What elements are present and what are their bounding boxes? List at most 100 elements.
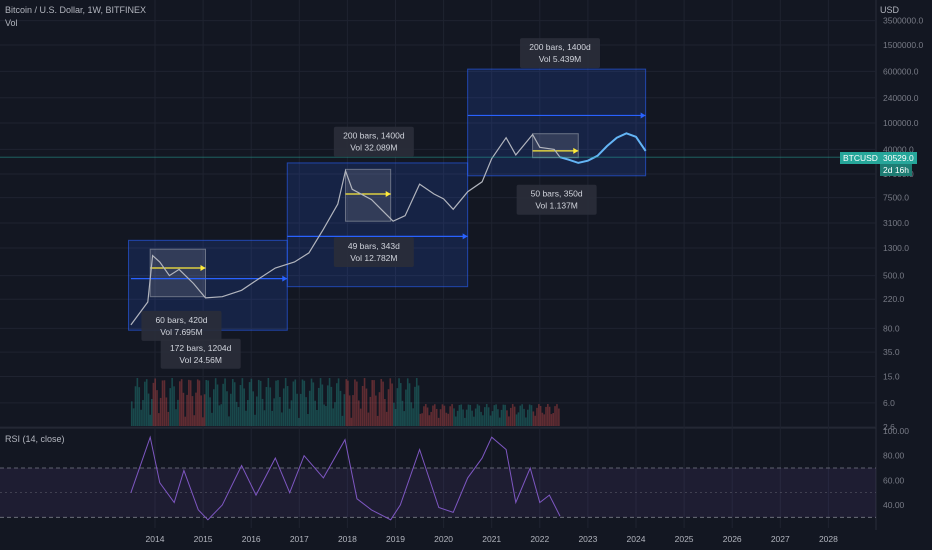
volume-bar [428, 415, 431, 426]
volume-bar [267, 378, 270, 426]
volume-bar [537, 404, 540, 426]
rsi-tick-label: 80.00 [883, 451, 905, 461]
volume-bar [273, 398, 275, 426]
volume-bar [226, 391, 228, 426]
volume-bar [484, 407, 486, 426]
volume-bar [467, 404, 470, 426]
volume-bar [382, 381, 384, 426]
volume-bar [462, 409, 464, 426]
rsi-tick-label: 100.00 [883, 426, 909, 436]
measure-annotation: 60 bars, 420d Vol 7.695M [141, 310, 222, 341]
volume-bar [554, 406, 556, 426]
volume-bar [165, 397, 168, 426]
volume-bar [202, 417, 204, 426]
rsi-tick-label: 40.00 [883, 500, 905, 510]
volume-bar [144, 381, 146, 426]
volume-bar [387, 389, 390, 426]
volume-bar [365, 388, 368, 426]
measure-annotation: 50 bars, 350d Vol 1.137M [516, 184, 597, 215]
time-tick-label: 2023 [578, 534, 597, 544]
volume-bar [286, 386, 289, 426]
volume-bar [373, 380, 375, 426]
volume-bar [130, 401, 133, 426]
volume-bar [235, 401, 238, 426]
time-tick-label: 2028 [819, 534, 838, 544]
volume-bar [319, 378, 322, 426]
volume-bar [547, 404, 549, 426]
volume-bar [465, 409, 468, 426]
volume-bar [504, 404, 506, 426]
volume-bar [292, 381, 295, 426]
volume-bar [498, 417, 501, 426]
time-tick-label: 2016 [242, 534, 261, 544]
volume-bar [391, 383, 393, 426]
annotation-vol-label: Vol 12.782M [350, 253, 397, 263]
volume-bar [473, 416, 475, 426]
volume-bar [254, 414, 256, 426]
time-tick-label: 2022 [530, 534, 549, 544]
volume-bar [528, 404, 531, 426]
volume-bar [464, 417, 466, 426]
price-tick-label: 15.0 [883, 372, 900, 382]
price-tick-label: 100000.0 [883, 118, 919, 128]
volume-bar [548, 406, 551, 426]
volume-bar [497, 409, 499, 426]
volume-bar [441, 404, 444, 426]
volume-bar [212, 389, 215, 426]
volume-bar [136, 378, 139, 426]
time-tick-label: 2027 [771, 534, 790, 544]
volume-bar [193, 415, 196, 426]
volume-bar [263, 410, 266, 426]
volume-bar [532, 411, 535, 426]
volume-bar [220, 404, 223, 426]
volume-bar [214, 378, 217, 426]
volume-bar [334, 402, 336, 426]
volume-bar [485, 404, 488, 426]
volume-bar [335, 383, 338, 426]
time-tick-label: 2024 [627, 534, 646, 544]
volume-bar [303, 380, 306, 426]
volume-bar [250, 378, 253, 426]
volume-bar [423, 406, 425, 426]
currency-label: USD [880, 5, 900, 15]
volume-bar [511, 404, 514, 426]
volume-bar [489, 415, 492, 426]
annotation-box [333, 126, 414, 157]
volume-bar [134, 386, 137, 426]
volume-bar [378, 392, 381, 426]
symbol-title: Bitcoin / U.S. Dollar, 1W, BITFINEX [5, 5, 147, 15]
volume-bar [256, 396, 258, 426]
volume-bar [152, 382, 155, 426]
volume-bar [233, 382, 236, 426]
volume-bar [316, 409, 318, 426]
volume-bar [558, 408, 560, 426]
volume-bar [352, 395, 354, 426]
volume-bar [222, 383, 224, 426]
time-tick-label: 2021 [482, 534, 501, 544]
volume-bar [526, 409, 529, 426]
volume-bar [414, 386, 416, 426]
volume-bar [476, 404, 479, 426]
annotation-box [333, 237, 414, 268]
volume-bar [480, 411, 482, 426]
volume-bar [550, 414, 553, 426]
volume-bar [161, 380, 164, 426]
volume-bar [298, 417, 300, 426]
volume-bar [211, 412, 213, 426]
volume-bar [455, 416, 457, 426]
volume-bar [430, 411, 432, 426]
volume-bar [361, 385, 364, 426]
volume-bar [398, 378, 400, 426]
volume-bar [314, 400, 316, 426]
volume-bar [184, 416, 187, 426]
volume-bar [245, 410, 247, 426]
range-arrow-head [462, 233, 468, 240]
volume-bar [279, 397, 281, 426]
annotation-bars-label: 200 bars, 1400d [343, 131, 405, 141]
volume-bar [359, 408, 362, 426]
price-tick-label: 2.6 [883, 422, 895, 432]
time-tick-label: 2019 [386, 534, 405, 544]
volume-bar [205, 380, 208, 426]
price-tick-label: 1500000.0 [883, 40, 923, 50]
